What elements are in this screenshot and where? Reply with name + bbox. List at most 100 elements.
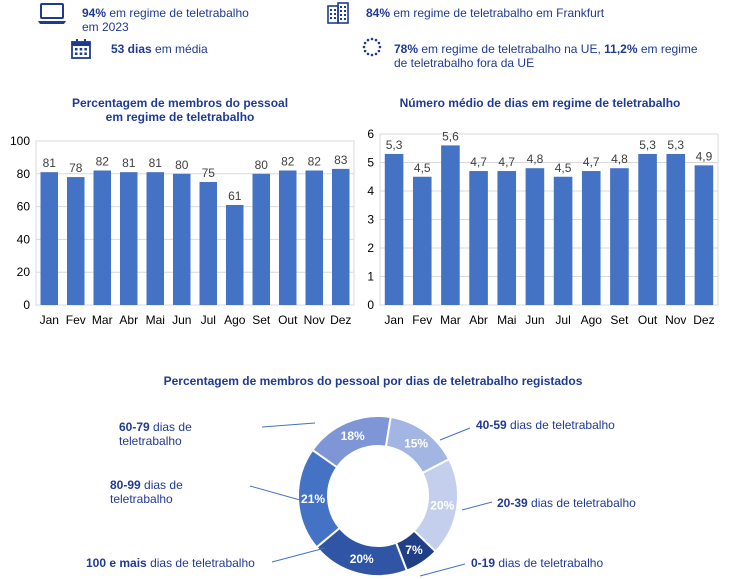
donut-slice-label: 21% xyxy=(301,492,325,506)
chart3-title-line1: Percentagem de membros do pessoal por di… xyxy=(163,374,583,388)
stat-eu: 78% em regime de teletrabalho na UE, 11,… xyxy=(394,42,734,70)
chart2-x-tick-label: Set xyxy=(610,313,629,327)
chart2-y-tick-label: 1 xyxy=(367,270,374,284)
chart1-bar xyxy=(279,170,297,305)
chart1-bar xyxy=(67,177,85,305)
chart2-x-tick-label: Out xyxy=(638,313,658,327)
chart2-y-tick-label: 4 xyxy=(367,184,374,198)
chart1-bar xyxy=(40,172,58,305)
stat-laptop-icon xyxy=(36,2,68,26)
donut-chart-days: 18% 15% 20% 7% 20% 21% xyxy=(249,415,493,577)
stat-value: 78% xyxy=(394,42,419,56)
chart2-bar xyxy=(525,168,545,305)
chart2-bar xyxy=(638,153,657,305)
stat-eu-icon xyxy=(361,36,383,58)
chart2-data-label: 4,9 xyxy=(696,149,713,163)
legend-rest: dias de teletrabalho xyxy=(110,478,183,506)
chart2-data-label: 5,3 xyxy=(667,138,684,152)
legend-bold: 80-99 xyxy=(110,478,141,492)
chart2-x-tick-label: Abr xyxy=(469,313,488,327)
legend-bold: 60-79 xyxy=(119,420,150,434)
legend-rest: dias de teletrabalho xyxy=(498,556,604,570)
donut-slice-label: 20% xyxy=(350,552,374,566)
chart2-data-label: 5,3 xyxy=(386,138,403,152)
laptop-icon xyxy=(38,3,66,24)
chart2-y-tick-label: 0 xyxy=(367,298,374,312)
chart2-bar xyxy=(497,171,517,305)
chart1-data-label: 82 xyxy=(96,155,110,169)
chart1-data-label: 82 xyxy=(308,155,322,169)
legend-bold: 20-39 xyxy=(497,496,528,510)
chart1-data-label: 83 xyxy=(334,153,348,167)
chart1-y-tick-label: 20 xyxy=(17,265,31,279)
chart2-y-tick-label: 3 xyxy=(367,213,374,227)
chart2-bar xyxy=(469,171,488,305)
chart2-x-tick-label: Ago xyxy=(581,313,603,327)
donut-leader-line xyxy=(419,563,466,577)
donut-leader-line xyxy=(461,501,493,511)
donut-leader-line xyxy=(271,547,326,563)
eu-star xyxy=(370,37,374,41)
chart1-data-label: 80 xyxy=(255,158,269,172)
chart2-bar xyxy=(610,168,629,305)
legend-20-39: 20-39 dias de teletrabalho xyxy=(497,496,697,510)
legend-bold: 40-59 xyxy=(476,418,507,432)
legend-60-79: 60-79 dias de teletrabalho xyxy=(119,420,239,448)
chart1-data-label: 81 xyxy=(43,156,57,170)
stat-value: 84% xyxy=(366,6,391,20)
chart1-data-label: 81 xyxy=(149,156,163,170)
chart1-x-tick-label: Mai xyxy=(146,313,165,327)
chart2-x-tick-label: Fev xyxy=(412,313,432,327)
chart1-bar xyxy=(120,172,138,305)
legend-rest: dias de teletrabalho xyxy=(531,496,636,510)
chart1-bar xyxy=(199,182,217,305)
chart1-title: Percentagem de membros do pessoal em reg… xyxy=(30,96,330,124)
eu-star xyxy=(366,38,370,42)
chart1-x-tick-label: Ago xyxy=(224,313,246,327)
stat-calendar-icon xyxy=(70,38,92,60)
eu-star xyxy=(370,53,374,57)
chart1-title-line1: Percentagem de membros do pessoal xyxy=(71,96,289,110)
donut-leader-line xyxy=(249,485,301,501)
chart2-bar xyxy=(666,153,686,305)
chart2-data-label: 4,5 xyxy=(555,161,572,175)
chart2-bar xyxy=(694,165,714,305)
chart2-data-label: 4,7 xyxy=(498,155,515,169)
legend-80-99: 80-99 dias de teletrabalho xyxy=(110,478,230,506)
chart1-x-tick-label: Set xyxy=(252,313,271,327)
chart1-x-tick-label: Out xyxy=(278,313,298,327)
chart2-title-line1: Número médio de dias em regime de teletr… xyxy=(399,96,681,110)
stat-frankfurt: 84% em regime de teletrabalho em Frankfu… xyxy=(366,6,726,20)
chart1-x-tick-label: Dez xyxy=(330,313,351,327)
legend-rest: dias de teletrabalho xyxy=(119,420,192,448)
chart1-x-tick-label: Jun xyxy=(172,313,191,327)
donut-slice-label: 7% xyxy=(405,543,423,557)
stat-teleworking-2023: 94% em regime de teletrabalho em 2023 xyxy=(82,6,282,34)
chart1-x-tick-label: Fev xyxy=(66,313,86,327)
chart2-bar xyxy=(441,145,460,305)
chart2-title: Número médio de dias em regime de teletr… xyxy=(370,96,710,110)
chart1-data-label: 75 xyxy=(202,166,216,180)
chart2-data-label: 5,3 xyxy=(639,138,656,152)
chart1-data-label: 80 xyxy=(175,158,189,172)
chart2-y-tick-label: 6 xyxy=(367,127,374,141)
legend-100-plus: 100 e mais dias de teletrabalho xyxy=(86,556,306,570)
calendar-icon xyxy=(71,39,91,59)
eu-star xyxy=(366,52,370,56)
eu-star xyxy=(363,49,367,53)
legend-rest: dias de teletrabalho xyxy=(510,418,615,432)
eu-star xyxy=(362,45,366,49)
chart2-data-label: 4,7 xyxy=(583,155,600,169)
legend-bold: 0-19 xyxy=(471,556,496,570)
stat-text-2: em regime xyxy=(640,42,698,56)
eu-star xyxy=(374,38,378,42)
chart1-x-tick-label: Mar xyxy=(92,313,113,327)
stat-text: em média xyxy=(155,42,208,56)
legend-bold: 100 e mais xyxy=(86,556,147,570)
chart2-data-label: 4,5 xyxy=(414,161,431,175)
chart1-x-tick-label: Jul xyxy=(201,313,216,327)
eu-star xyxy=(363,41,367,45)
legend-40-59: 40-59 dias de teletrabalho xyxy=(476,418,676,432)
chart1-y-tick-label: 100 xyxy=(10,134,30,148)
chart1-data-label: 78 xyxy=(69,161,83,175)
